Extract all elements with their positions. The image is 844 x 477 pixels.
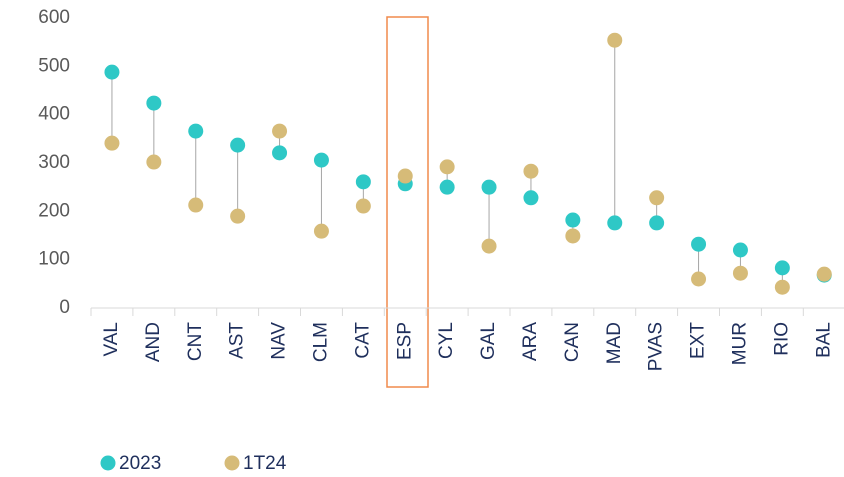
dot	[104, 64, 120, 80]
dot	[481, 238, 497, 254]
dot	[481, 179, 497, 195]
dot	[649, 215, 665, 231]
x-tick-label: ARA	[520, 322, 541, 361]
x-tick-label: CNT	[185, 322, 206, 361]
dot	[607, 32, 623, 48]
dot	[230, 137, 246, 153]
dot	[355, 198, 371, 214]
y-tick-label: 300	[38, 152, 70, 173]
y-tick-label: 200	[38, 200, 70, 221]
dot	[397, 168, 413, 184]
dot	[439, 159, 455, 175]
x-tick-label: AST	[227, 322, 248, 359]
x-tick-label: GAL	[478, 322, 499, 360]
dot	[272, 145, 288, 161]
x-tick-label: CAT	[352, 322, 373, 359]
dot	[355, 174, 371, 190]
dot	[607, 215, 623, 231]
x-tick-label: AND	[143, 322, 164, 362]
x-tick-label: CAN	[562, 322, 583, 362]
x-tick-label: EXT	[688, 322, 709, 359]
dot	[313, 223, 329, 239]
x-tick-label: NAV	[269, 322, 290, 360]
dot	[691, 236, 707, 252]
dot	[732, 265, 748, 281]
dot	[732, 242, 748, 258]
x-tick-label: CYL	[436, 322, 457, 359]
dot	[313, 152, 329, 168]
dot	[774, 279, 790, 295]
x-tick-label: BAL	[813, 322, 834, 358]
legend-label: 2023	[119, 453, 161, 474]
legend-swatch	[100, 455, 116, 471]
y-tick-label: 500	[38, 55, 70, 76]
x-tick-label: MUR	[729, 322, 750, 365]
highlight-box	[386, 16, 429, 388]
dot	[188, 123, 204, 139]
dot	[816, 266, 832, 282]
x-tick-label: CLM	[310, 322, 331, 362]
x-tick-label: VAL	[101, 322, 122, 357]
legend-label: 1T24	[243, 453, 287, 474]
dot	[523, 163, 539, 179]
legend-swatch	[224, 455, 240, 471]
y-tick-label: 0	[59, 297, 70, 318]
dot	[188, 197, 204, 213]
dot	[565, 212, 581, 228]
y-tick-label: 600	[38, 7, 70, 28]
dot	[104, 135, 120, 151]
dot	[272, 123, 288, 139]
dot	[146, 95, 162, 111]
dot	[565, 228, 581, 244]
dot	[439, 179, 455, 195]
x-tick-label: ESP	[394, 322, 415, 360]
x-tick-label: MAD	[604, 322, 625, 364]
y-tick-label: 400	[38, 104, 70, 125]
dot	[649, 190, 665, 206]
dot	[146, 154, 162, 170]
dot	[691, 271, 707, 287]
x-tick-label: RIO	[771, 322, 792, 356]
x-tick-label: PVAS	[646, 322, 667, 371]
dot	[230, 208, 246, 224]
dot	[523, 190, 539, 206]
dot	[774, 260, 790, 276]
y-tick-label: 100	[38, 249, 70, 270]
